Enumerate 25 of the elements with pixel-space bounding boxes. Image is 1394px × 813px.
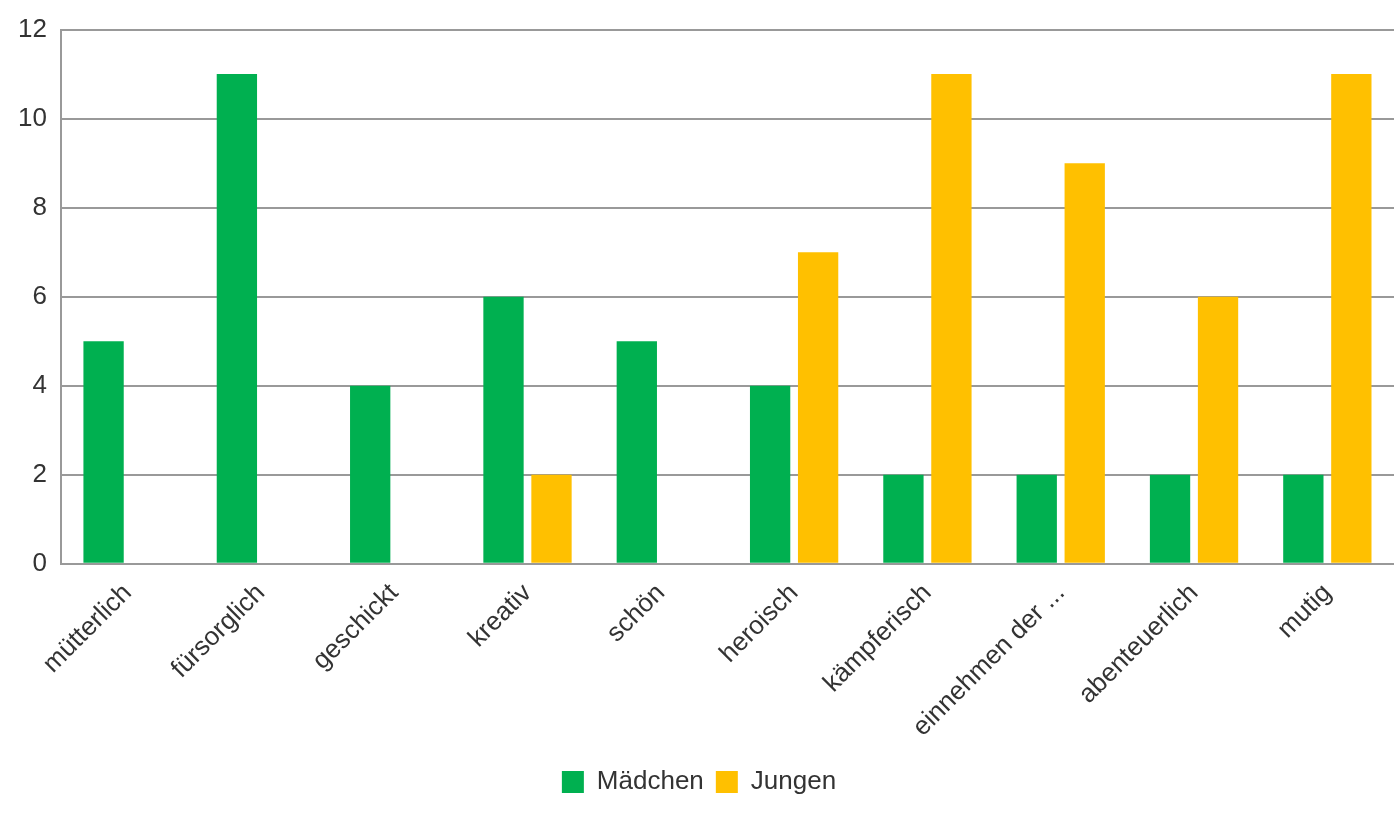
bar: [216, 74, 258, 563]
bar: [931, 74, 972, 563]
y-tick-label: 10: [18, 101, 47, 132]
bar: [1016, 474, 1057, 563]
bar: [883, 474, 924, 563]
bar: [1064, 163, 1105, 563]
bar: [1331, 74, 1372, 563]
bar: [531, 474, 572, 563]
bar: [616, 341, 657, 563]
legend-label: Mädchen: [596, 765, 704, 796]
legend-label: Jungen: [750, 765, 837, 796]
y-tick-label: 6: [32, 279, 47, 310]
y-tick-label: 4: [32, 368, 47, 399]
bar: [1197, 296, 1239, 563]
y-tick-label: 12: [18, 12, 47, 43]
y-tick-label: 8: [32, 190, 47, 221]
bar: [1283, 474, 1324, 563]
y-tick-label: 2: [32, 457, 47, 488]
bar: [749, 385, 791, 563]
y-tick-label: 0: [32, 547, 47, 578]
bar: [350, 385, 391, 563]
bar: [83, 341, 124, 563]
bar: [797, 252, 839, 563]
bar: [483, 296, 524, 563]
bar: [1149, 474, 1191, 563]
